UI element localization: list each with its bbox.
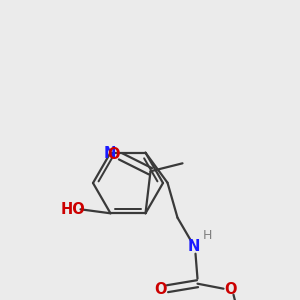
Text: O: O [107, 147, 120, 162]
Text: O: O [224, 282, 237, 297]
Text: N: N [103, 146, 116, 161]
Text: N: N [187, 239, 200, 254]
Text: HO: HO [60, 202, 85, 217]
Text: O: O [154, 282, 167, 297]
Text: H: H [203, 229, 212, 242]
